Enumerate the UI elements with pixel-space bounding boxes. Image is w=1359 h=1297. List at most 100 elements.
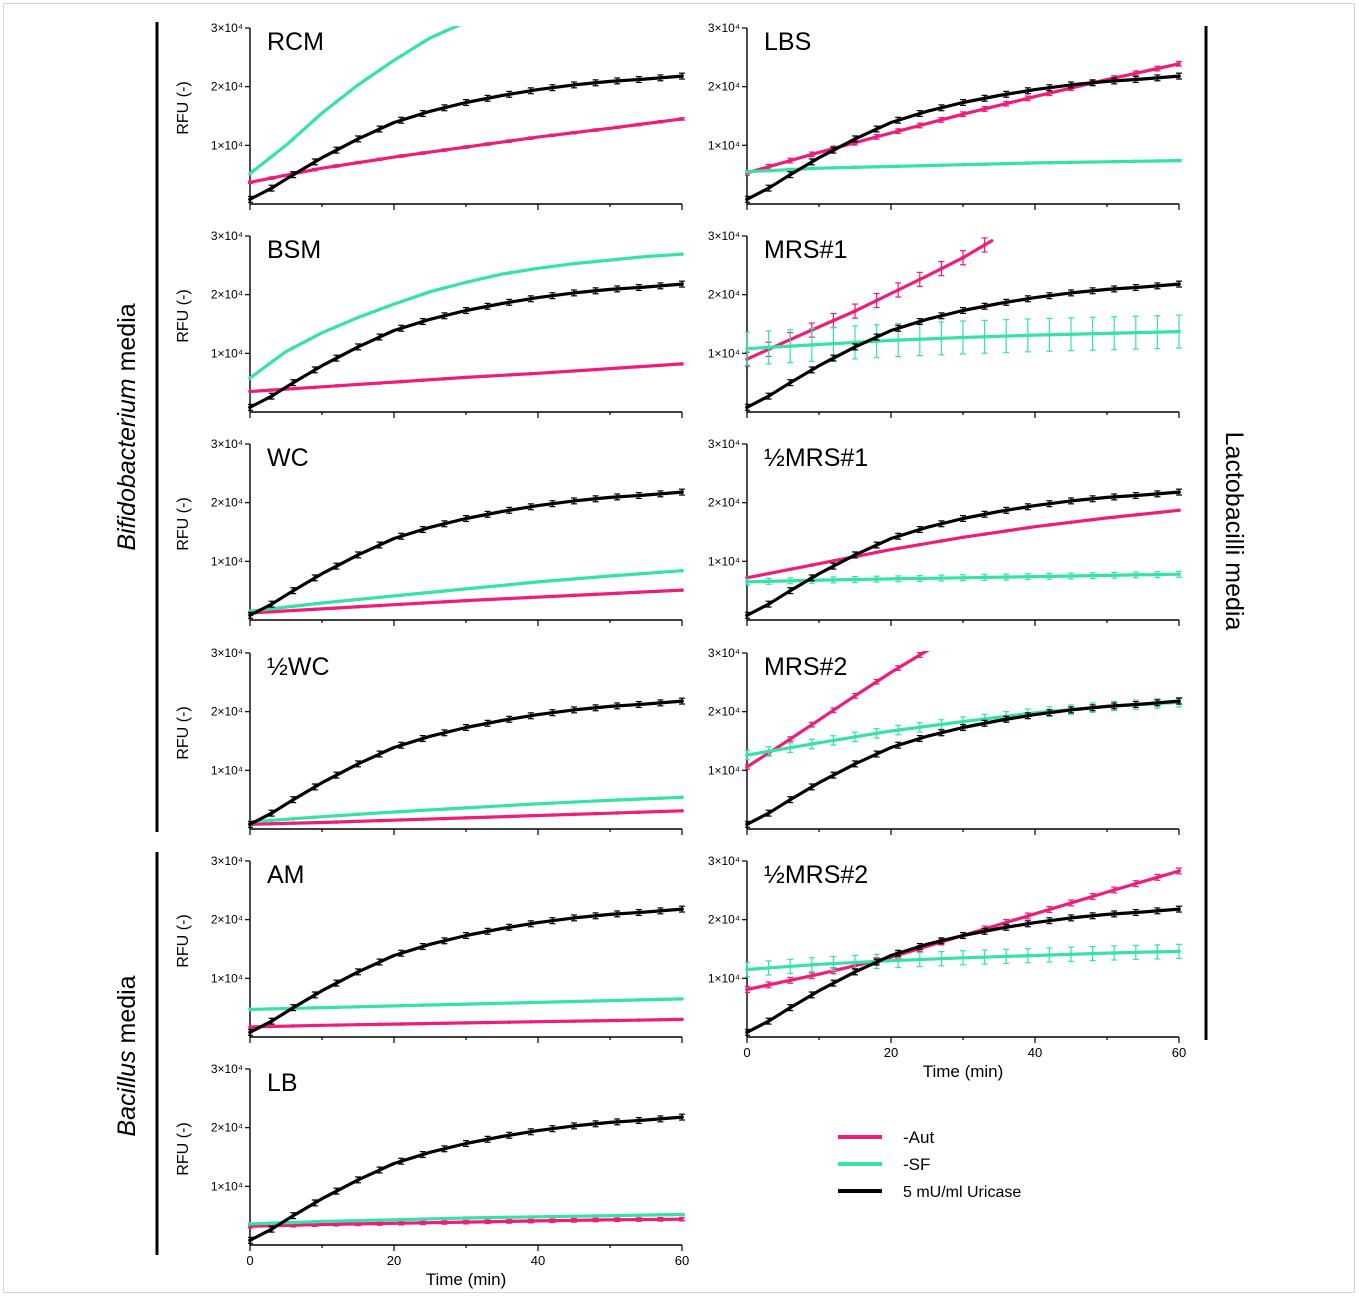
data-point-series-aut-half-mrs-1 bbox=[1047, 523, 1052, 527]
data-point-series-sf-wc bbox=[529, 580, 533, 585]
series-group-lb bbox=[248, 1113, 685, 1244]
data-point-series-aut-half-wc bbox=[550, 813, 555, 817]
data-point-series-sf-half-wc bbox=[269, 818, 274, 823]
data-point-series-sf-wc bbox=[464, 587, 468, 591]
y-tick-label-half-mrs-2: 3×10⁴ bbox=[708, 854, 740, 868]
data-point-series-sf-half-wc bbox=[334, 813, 339, 818]
panel-title-lbs: LBS bbox=[764, 28, 811, 56]
data-point-series-sf-am bbox=[248, 1007, 252, 1012]
data-point-series-sf-am bbox=[637, 998, 641, 1002]
data-point-series-sf-am bbox=[464, 1002, 468, 1006]
data-point-series-aut-half-mrs-1 bbox=[1177, 508, 1181, 513]
data-point-series-sf-half-wc bbox=[291, 816, 296, 821]
data-point-series-aut-am bbox=[658, 1017, 663, 1022]
data-point-series-aut-bsm bbox=[291, 386, 296, 391]
data-point-series-sf-bsm bbox=[248, 376, 252, 380]
x-tick-label-lb: 0 bbox=[246, 1253, 253, 1268]
y-tick-label-half-wc: 2×10⁴ bbox=[211, 705, 243, 719]
panel-am: 3×10⁴ 2×10⁴ 1×10⁴ RFU (-) AM bbox=[175, 854, 685, 1043]
data-point-series-sf-bsm bbox=[658, 253, 663, 258]
data-point-series-sf-bsm bbox=[399, 299, 404, 304]
y-tick-label-half-mrs-2: 2×10⁴ bbox=[708, 913, 740, 927]
data-point-series-aut-am bbox=[637, 1018, 641, 1022]
y-tick-label-am: 1×10⁴ bbox=[211, 971, 243, 985]
panel-title-half-mrs-2: ½MRS#2 bbox=[764, 861, 868, 889]
data-point-series-aut-bsm bbox=[334, 384, 339, 388]
data-point-series-sf-am bbox=[399, 1003, 404, 1008]
x-tick-label-half-mrs-2: 40 bbox=[1028, 1045, 1042, 1060]
data-point-series-sf-wc bbox=[593, 575, 598, 579]
data-point-series-aut-half-wc bbox=[356, 819, 360, 824]
data-point-series-sf-wc bbox=[442, 589, 447, 593]
y-axis-label-lb: RFU (-) bbox=[175, 1122, 192, 1175]
series-group-half-mrs-2 bbox=[745, 867, 1182, 1036]
x-tick-label-lb: 60 bbox=[675, 1253, 689, 1268]
data-point-series-sf-bsm bbox=[572, 261, 576, 266]
y-tick-label-wc: 2×10⁴ bbox=[211, 496, 243, 510]
legend-label-aut: -Aut bbox=[903, 1128, 934, 1147]
data-point-series-sf-wc bbox=[421, 591, 425, 595]
data-point-series-sf-wc bbox=[356, 597, 360, 602]
y-tick-label-half-mrs-1: 1×10⁴ bbox=[708, 554, 740, 568]
data-point-series-sf-bsm bbox=[313, 334, 317, 339]
y-tick-label-rcm: 1×10⁴ bbox=[211, 138, 243, 152]
data-point-series-aut-half-mrs-1 bbox=[939, 539, 944, 543]
data-point-series-aut-wc bbox=[442, 600, 447, 604]
y-tick-label-bsm: 3×10⁴ bbox=[211, 229, 243, 243]
data-point-series-sf-half-wc bbox=[442, 807, 447, 811]
data-point-series-aut-half-mrs-1 bbox=[1004, 529, 1008, 533]
data-point-series-aut-am bbox=[680, 1017, 684, 1022]
lactobacilli-group-label: Lactobacilli media bbox=[1220, 432, 1248, 631]
y-tick-label-half-wc: 1×10⁴ bbox=[211, 763, 243, 777]
y-axis-label-wc: RFU (-) bbox=[175, 497, 192, 550]
data-point-series-aut-bsm bbox=[680, 362, 684, 366]
data-point-series-aut-wc bbox=[680, 588, 684, 592]
data-point-series-aut-bsm bbox=[313, 385, 317, 390]
y-tick-label-lbs: 3×10⁴ bbox=[708, 21, 740, 35]
data-point-series-sf-half-wc bbox=[464, 806, 468, 810]
data-point-series-aut-bsm bbox=[485, 374, 490, 378]
data-point-series-aut-half-wc bbox=[464, 816, 468, 820]
data-point-series-aut-bsm bbox=[529, 371, 533, 376]
data-point-series-sf-bsm bbox=[529, 267, 533, 272]
data-point-series-sf-wc bbox=[637, 572, 641, 576]
y-axis-label-rcm: RFU (-) bbox=[175, 81, 192, 134]
series-group-mrs-1 bbox=[745, 237, 1182, 411]
x-tick-label-half-mrs-2: 60 bbox=[1172, 1045, 1186, 1060]
data-point-series-aut-wc bbox=[334, 606, 339, 610]
y-tick-label-rcm: 3×10⁴ bbox=[211, 21, 243, 35]
data-point-series-aut-half-mrs-1 bbox=[1090, 517, 1095, 522]
data-point-series-sf-rcm bbox=[334, 100, 339, 104]
series-5-mu-ml-uricase-bsm bbox=[248, 282, 684, 409]
data-point-series-aut-bsm bbox=[615, 366, 619, 370]
data-point-series-aut-bsm bbox=[377, 381, 382, 385]
data-point-series-sf-am bbox=[550, 1000, 555, 1004]
data-point-series-sf-wc bbox=[550, 578, 555, 583]
y-tick-label-half-mrs-1: 3×10⁴ bbox=[708, 437, 740, 451]
data-point-series-aut-mrs-2 bbox=[940, 641, 944, 645]
figure-frame bbox=[3, 3, 1355, 1293]
data-point-series-sf-half-wc bbox=[421, 808, 425, 813]
y-tick-label-am: 3×10⁴ bbox=[211, 854, 243, 868]
panel-title-lb: LB bbox=[267, 1069, 298, 1097]
data-point-series-aut-half-wc bbox=[377, 818, 382, 823]
data-point-series-aut-half-wc bbox=[291, 821, 296, 826]
series-group-wc bbox=[248, 488, 685, 619]
data-point-series-sf-wc bbox=[399, 593, 404, 598]
data-point-series-aut-half-wc bbox=[680, 809, 684, 813]
data-point-series-aut-am bbox=[615, 1018, 619, 1023]
data-point-series-sf-wc bbox=[313, 602, 317, 606]
data-point-series-sf-rcm bbox=[421, 40, 425, 45]
data-point-series-aut-wc bbox=[421, 601, 425, 605]
panel-title-mrs-1: MRS#1 bbox=[764, 236, 847, 264]
series-5-mu-ml-uricase-half-wc bbox=[248, 699, 684, 826]
data-point-series-aut-half-mrs-1 bbox=[961, 535, 965, 540]
data-point-series-aut-am bbox=[572, 1019, 576, 1023]
data-point-series-sf-bsm bbox=[377, 307, 382, 312]
series-group-mrs-2 bbox=[745, 641, 1182, 828]
data-point-series-aut-am bbox=[485, 1020, 490, 1025]
data-point-series-aut-wc bbox=[313, 607, 317, 612]
data-point-series-aut-wc bbox=[637, 590, 641, 594]
series-aut-mrs-2 bbox=[745, 651, 930, 769]
